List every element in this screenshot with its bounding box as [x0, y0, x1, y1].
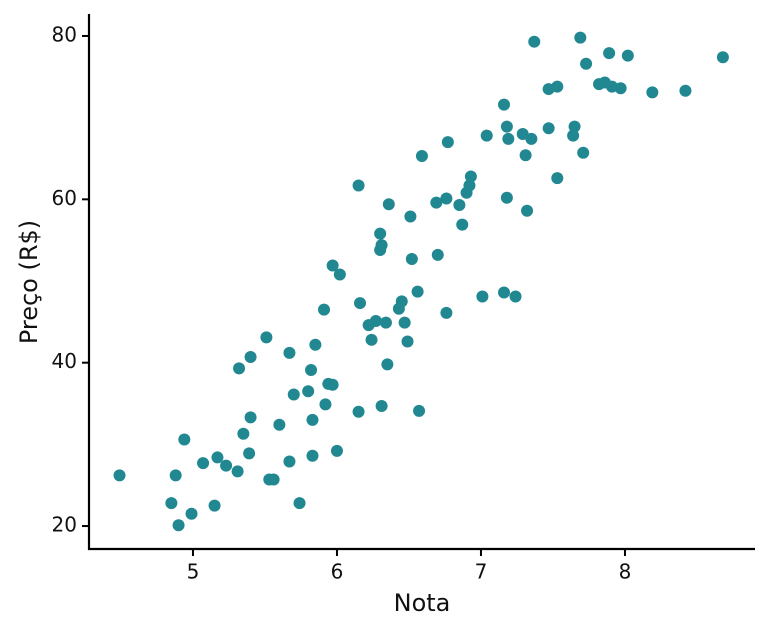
point [352, 405, 365, 418]
point [375, 399, 388, 412]
point [333, 268, 346, 281]
x-tick-label: 5 [187, 560, 200, 584]
x-tick-label: 6 [331, 560, 344, 584]
point [413, 404, 426, 417]
point [178, 433, 191, 446]
point [603, 47, 616, 60]
point [382, 198, 395, 211]
y-axis-title: Preço (R$) [15, 220, 43, 344]
point [243, 447, 256, 460]
point [305, 364, 318, 377]
point [431, 248, 444, 261]
point [319, 398, 332, 411]
point [273, 418, 286, 431]
point [440, 192, 453, 205]
point [551, 80, 564, 93]
point [379, 316, 392, 329]
point [430, 196, 443, 209]
point [646, 86, 659, 99]
point [521, 204, 534, 217]
point [309, 338, 322, 351]
point [415, 150, 428, 163]
point [498, 98, 511, 111]
x-tick-label: 8 [619, 560, 632, 584]
point [283, 346, 296, 359]
point [220, 459, 233, 472]
point [244, 350, 257, 363]
point [165, 497, 178, 510]
y-tick-label: 60 [52, 186, 77, 210]
point [498, 286, 511, 299]
point [211, 451, 224, 464]
point [456, 218, 469, 231]
point [398, 316, 411, 329]
point [411, 285, 424, 298]
point [577, 146, 590, 159]
point [500, 120, 513, 133]
point [480, 129, 493, 142]
point [208, 499, 221, 512]
point [440, 306, 453, 319]
point [381, 358, 394, 371]
point [369, 315, 382, 328]
point [287, 388, 300, 401]
point [567, 129, 580, 142]
point [679, 84, 692, 97]
point [574, 31, 587, 44]
point [306, 413, 319, 426]
point [395, 295, 408, 308]
point [293, 497, 306, 510]
point [318, 303, 331, 316]
point [374, 227, 387, 240]
point [463, 179, 476, 192]
point [260, 331, 273, 344]
x-axis-title: Nota [394, 589, 451, 617]
point [326, 378, 339, 391]
y-tick-label: 20 [52, 513, 77, 537]
point [352, 179, 365, 192]
point [441, 136, 454, 149]
point [614, 82, 627, 95]
point [502, 132, 515, 145]
point [326, 259, 339, 272]
point [113, 469, 126, 482]
point [401, 335, 414, 348]
point [509, 290, 522, 303]
point [528, 35, 541, 48]
point [519, 149, 532, 162]
point [551, 172, 564, 185]
point [525, 132, 538, 145]
y-tick-label: 40 [52, 349, 77, 373]
point [172, 519, 185, 532]
point [621, 49, 634, 62]
point [716, 51, 729, 64]
point [237, 427, 250, 440]
point [267, 473, 280, 486]
point [244, 411, 257, 424]
point [302, 385, 315, 398]
point [405, 252, 418, 265]
point [185, 507, 198, 520]
point [580, 57, 593, 70]
x-tick-label: 7 [475, 560, 488, 584]
point [542, 122, 555, 135]
point [365, 333, 378, 346]
point [231, 465, 244, 478]
point [500, 191, 513, 204]
point [453, 199, 466, 212]
y-tick-label: 80 [52, 22, 77, 46]
point [476, 290, 489, 303]
point [197, 457, 210, 470]
point [283, 455, 296, 468]
point [354, 297, 367, 310]
point [374, 243, 387, 256]
point [464, 170, 477, 183]
point [568, 120, 581, 133]
point [330, 444, 343, 457]
point [169, 469, 182, 482]
point [306, 449, 319, 462]
point [233, 362, 246, 375]
point [404, 210, 417, 223]
